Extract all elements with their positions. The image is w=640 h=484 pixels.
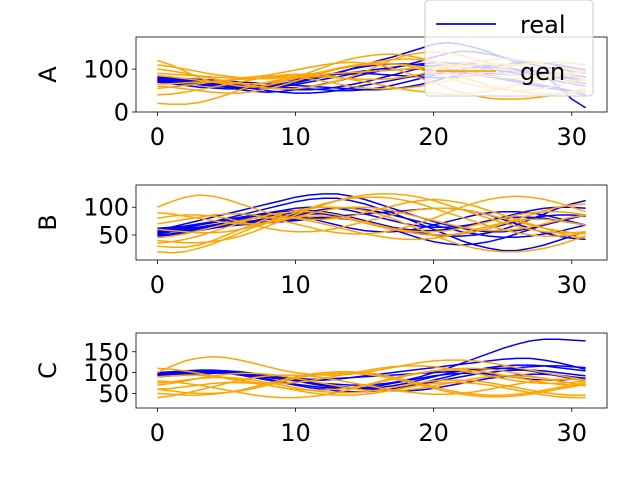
- legend: real gen: [424, 0, 594, 97]
- y-axis-label: B: [34, 214, 62, 230]
- series-line-gen: [157, 194, 586, 240]
- y-tick-label: 100: [83, 359, 129, 387]
- y-tick-label: 0: [114, 99, 129, 127]
- x-tick-label: 10: [280, 271, 311, 299]
- axes-frame: [135, 36, 608, 113]
- series-line-gen: [157, 376, 586, 396]
- x-tick-label: 0: [150, 271, 165, 299]
- series-line-real: [157, 367, 586, 390]
- series-line-gen: [157, 206, 586, 232]
- series-line-gen: [157, 196, 586, 237]
- series-line-gen: [157, 210, 586, 245]
- series-line-gen: [157, 193, 586, 244]
- series-line-gen: [157, 203, 586, 254]
- x-tick-label: 0: [150, 123, 165, 151]
- series-group: [157, 338, 586, 399]
- y-axis-label: A: [34, 66, 62, 83]
- legend-label-gen: gen: [520, 58, 565, 86]
- series-group: [157, 193, 586, 254]
- legend-box: [424, 0, 594, 97]
- x-tick-label: 20: [418, 419, 449, 447]
- series-line-gen: [157, 367, 586, 399]
- x-tick-label: 10: [280, 419, 311, 447]
- y-tick-label: 150: [83, 338, 129, 366]
- x-tick-label: 20: [418, 123, 449, 151]
- axes-frame: [135, 184, 608, 261]
- series-line-gen: [157, 356, 586, 381]
- series-line-real: [157, 210, 586, 233]
- series-line-gen: [157, 206, 586, 253]
- x-tick-label: 30: [557, 123, 588, 151]
- y-tick-label: 50: [98, 222, 129, 250]
- x-tick-label: 0: [150, 419, 165, 447]
- x-tick-label: 10: [280, 123, 311, 151]
- series-line-gen: [157, 371, 586, 396]
- series-line-gen: [157, 195, 586, 235]
- x-tick-label: 20: [418, 271, 449, 299]
- x-tick-label: 30: [557, 419, 588, 447]
- y-tick-label: 100: [83, 56, 129, 84]
- y-axis-label: C: [34, 362, 62, 379]
- series-line-gen: [157, 365, 586, 385]
- axes-frame: [135, 332, 608, 409]
- y-tick-label: 50: [98, 380, 129, 408]
- legend-label-real: real: [520, 11, 565, 39]
- x-tick-label: 30: [557, 271, 588, 299]
- y-tick-label: 100: [83, 194, 129, 222]
- series-line-real: [157, 197, 586, 252]
- series-line-gen: [157, 381, 586, 399]
